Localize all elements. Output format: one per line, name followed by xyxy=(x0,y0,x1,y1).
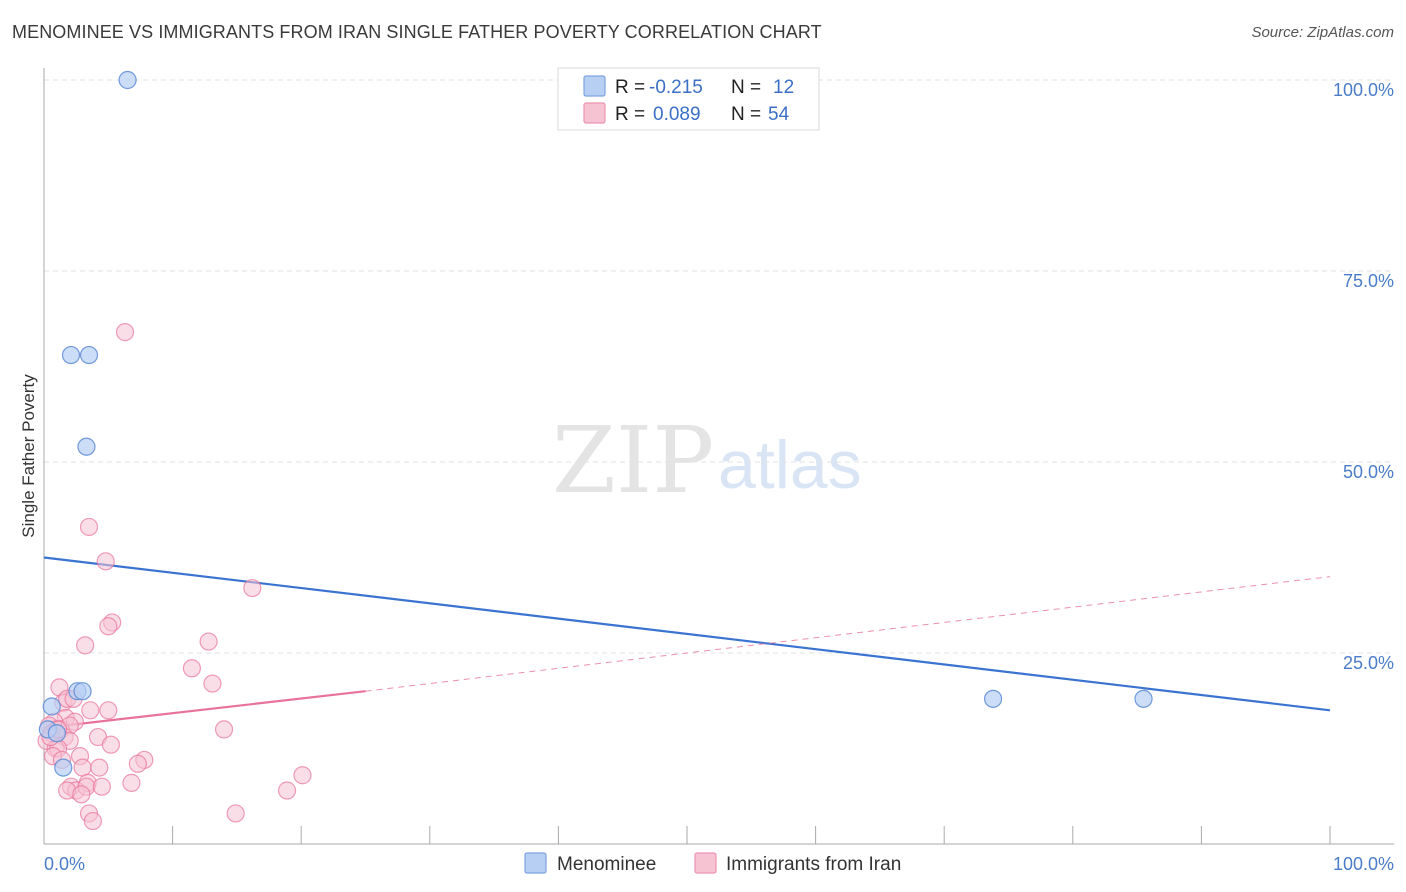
stats-r-label-1: R = xyxy=(615,104,645,125)
axes xyxy=(43,68,1394,845)
point-iran-41 xyxy=(122,773,141,792)
point-iran-50 xyxy=(226,804,245,823)
point-iran-9 xyxy=(203,674,222,693)
point-iran-3 xyxy=(243,578,262,598)
stats-r-value-1: 0.089 xyxy=(653,104,701,125)
series-legend-label-menominee: Menominee xyxy=(557,854,656,875)
stats-legend-swatch-blue xyxy=(583,75,606,97)
point-iran-45 xyxy=(92,777,111,796)
series-legend-swatch-menominee xyxy=(524,852,547,874)
point-iran-7 xyxy=(199,632,218,651)
y-tick-label-100: 100.0% xyxy=(1333,80,1394,100)
series-legend-swatch-iran xyxy=(694,852,717,874)
trend-line-iran-projection xyxy=(365,576,1331,692)
point-iran-2 xyxy=(96,552,115,571)
point-iran-47 xyxy=(72,785,91,804)
point-iran-51 xyxy=(83,811,102,831)
point-menominee-6 xyxy=(42,697,61,716)
watermark-zip: ZIP xyxy=(552,407,714,514)
x-tick-label-max: 100.0% xyxy=(1333,854,1394,874)
point-iran-6 xyxy=(76,636,95,655)
point-menominee-5 xyxy=(73,682,92,701)
y-tick-label-25: 25.0% xyxy=(1343,653,1394,673)
chart-title: MENOMINEE VS IMMIGRANTS FROM IRAN SINGLE… xyxy=(12,22,822,42)
point-iran-14 xyxy=(81,701,100,720)
stats-legend-swatch-pink xyxy=(583,102,606,124)
point-menominee-1 xyxy=(61,345,81,365)
data-points xyxy=(37,70,1153,831)
point-iran-0 xyxy=(115,323,135,342)
point-iran-15 xyxy=(99,701,118,720)
stats-r-value-0: -0.215 xyxy=(649,77,703,98)
point-menominee-2 xyxy=(79,345,99,365)
grid-lines xyxy=(44,79,1394,654)
trend-line-menominee xyxy=(43,556,1331,712)
stats-n-value-0: 12 xyxy=(773,77,794,98)
point-menominee-8 xyxy=(47,724,66,743)
y-axis-title: Single Father Poverty xyxy=(19,374,38,538)
stats-legend: R = -0.215 N = 12 R = 0.089 N = 54 xyxy=(557,67,820,131)
point-iran-8 xyxy=(182,659,201,678)
x-tick-label-min: 0.0% xyxy=(44,854,85,874)
point-iran-36 xyxy=(73,758,92,777)
stats-n-value-1: 54 xyxy=(768,104,790,125)
x-ticks xyxy=(43,826,1331,844)
trend-line-iran xyxy=(43,690,366,729)
point-iran-37 xyxy=(128,754,147,773)
point-iran-38 xyxy=(90,758,109,777)
point-menominee-0 xyxy=(118,70,137,90)
point-iran-39 xyxy=(293,766,312,785)
point-menominee-9 xyxy=(54,758,73,777)
y-tick-label-50: 50.0% xyxy=(1343,462,1394,482)
point-iran-5 xyxy=(99,617,118,636)
source-label: Source: ZipAtlas.com xyxy=(1251,24,1394,41)
stats-n-label-0: N = xyxy=(731,77,761,98)
point-iran-31 xyxy=(214,720,234,739)
series-legend: Menominee Immigrants from Iran xyxy=(524,852,901,875)
stats-r-label-0: R = xyxy=(615,77,645,98)
point-iran-48 xyxy=(277,781,297,800)
point-menominee-10 xyxy=(983,689,1003,708)
point-menominee-11 xyxy=(1134,689,1153,708)
point-iran-30 xyxy=(101,735,120,754)
watermark-atlas: atlas xyxy=(718,427,862,503)
point-iran-1 xyxy=(79,517,99,537)
series-legend-label-iran: Immigrants from Iran xyxy=(726,854,901,875)
y-tick-labels: 25.0% 50.0% 75.0% 100.0% xyxy=(1333,80,1394,673)
stats-n-label-1: N = xyxy=(731,104,761,125)
point-menominee-3 xyxy=(77,437,96,456)
y-tick-label-75: 75.0% xyxy=(1343,271,1394,291)
